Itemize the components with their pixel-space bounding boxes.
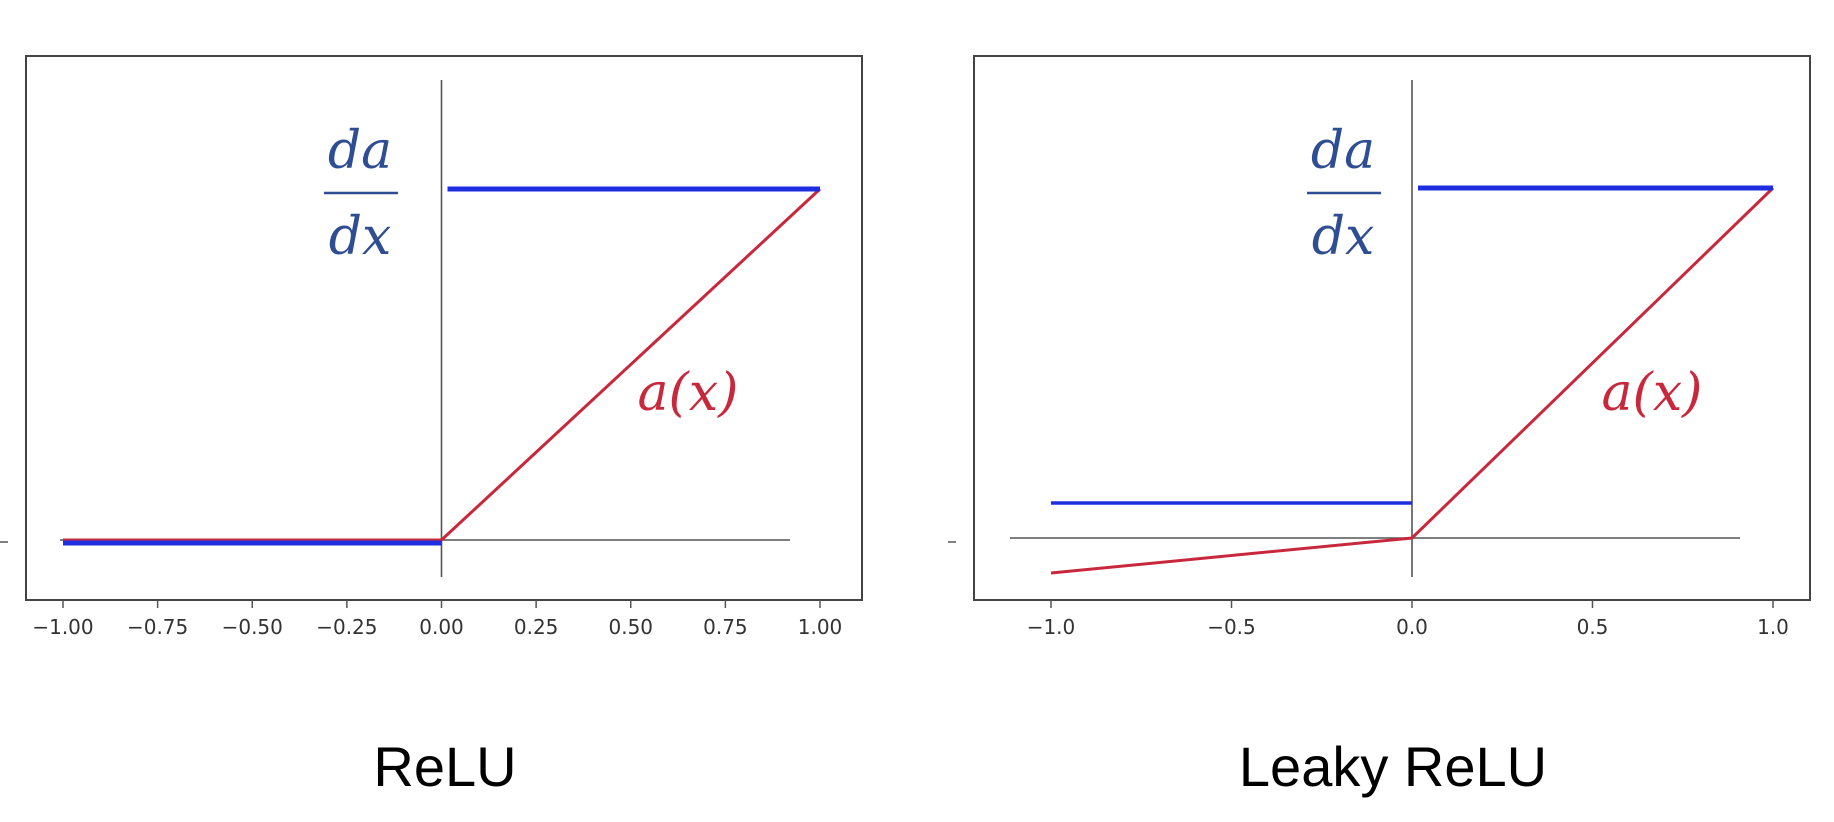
relu-chart: −1.00 −0.75 −0.50 −0.25 0.00 0.25 0.50 0.75 1.00… bbox=[0, 55, 863, 798]
leaky-x-tick-label: 0.0 bbox=[1396, 615, 1428, 639]
leaky-relu-x-ticks: −1.0 −0.5 0.0 0.5 1.0 bbox=[1027, 600, 1789, 639]
relu-x-tick-label: 0.75 bbox=[703, 615, 748, 639]
relu-derivative-numerator: da bbox=[328, 121, 392, 181]
leaky-relu-activation-label: a(x) bbox=[1602, 363, 1703, 423]
relu-activation-line bbox=[63, 187, 822, 542]
relu-caption: ReLU bbox=[373, 735, 516, 798]
relu-x-tick-label: −0.50 bbox=[222, 615, 283, 639]
leaky-x-tick-label: −1.0 bbox=[1027, 615, 1076, 639]
leaky-relu-chart: −1.0 −0.5 0.0 0.5 1.0 da dx a(x) Leaky ReLU bbox=[948, 55, 1811, 798]
leaky-relu-plot-frame bbox=[973, 55, 1811, 601]
relu-x-tick-label: 0.00 bbox=[419, 615, 464, 639]
leaky-relu-derivative-denominator: dx bbox=[1312, 207, 1375, 267]
relu-x-tick-label: −0.75 bbox=[127, 615, 188, 639]
leaky-x-tick-label: 0.5 bbox=[1577, 615, 1609, 639]
relu-plot-frame bbox=[25, 55, 863, 601]
relu-x-tick-label: −0.25 bbox=[316, 615, 377, 639]
relu-x-tick-label: 0.50 bbox=[608, 615, 653, 639]
leaky-x-tick-label: −0.5 bbox=[1207, 615, 1256, 639]
leaky-relu-derivative-numerator: da bbox=[1311, 121, 1375, 181]
relu-x-tick-label: 1.00 bbox=[798, 615, 843, 639]
relu-x-tick-label: −1.00 bbox=[32, 615, 93, 639]
relu-x-tick-label: 0.25 bbox=[514, 615, 559, 639]
leaky-x-tick-label: 1.0 bbox=[1757, 615, 1789, 639]
relu-derivative-denominator: dx bbox=[329, 207, 392, 267]
relu-activation-label: a(x) bbox=[638, 363, 739, 423]
leaky-relu-activation-line bbox=[1050, 186, 1775, 575]
relu-x-ticks: −1.00 −0.75 −0.50 −0.25 0.00 0.25 0.50 0.75 1.00 bbox=[32, 600, 842, 639]
leaky-relu-caption: Leaky ReLU bbox=[1239, 735, 1547, 798]
